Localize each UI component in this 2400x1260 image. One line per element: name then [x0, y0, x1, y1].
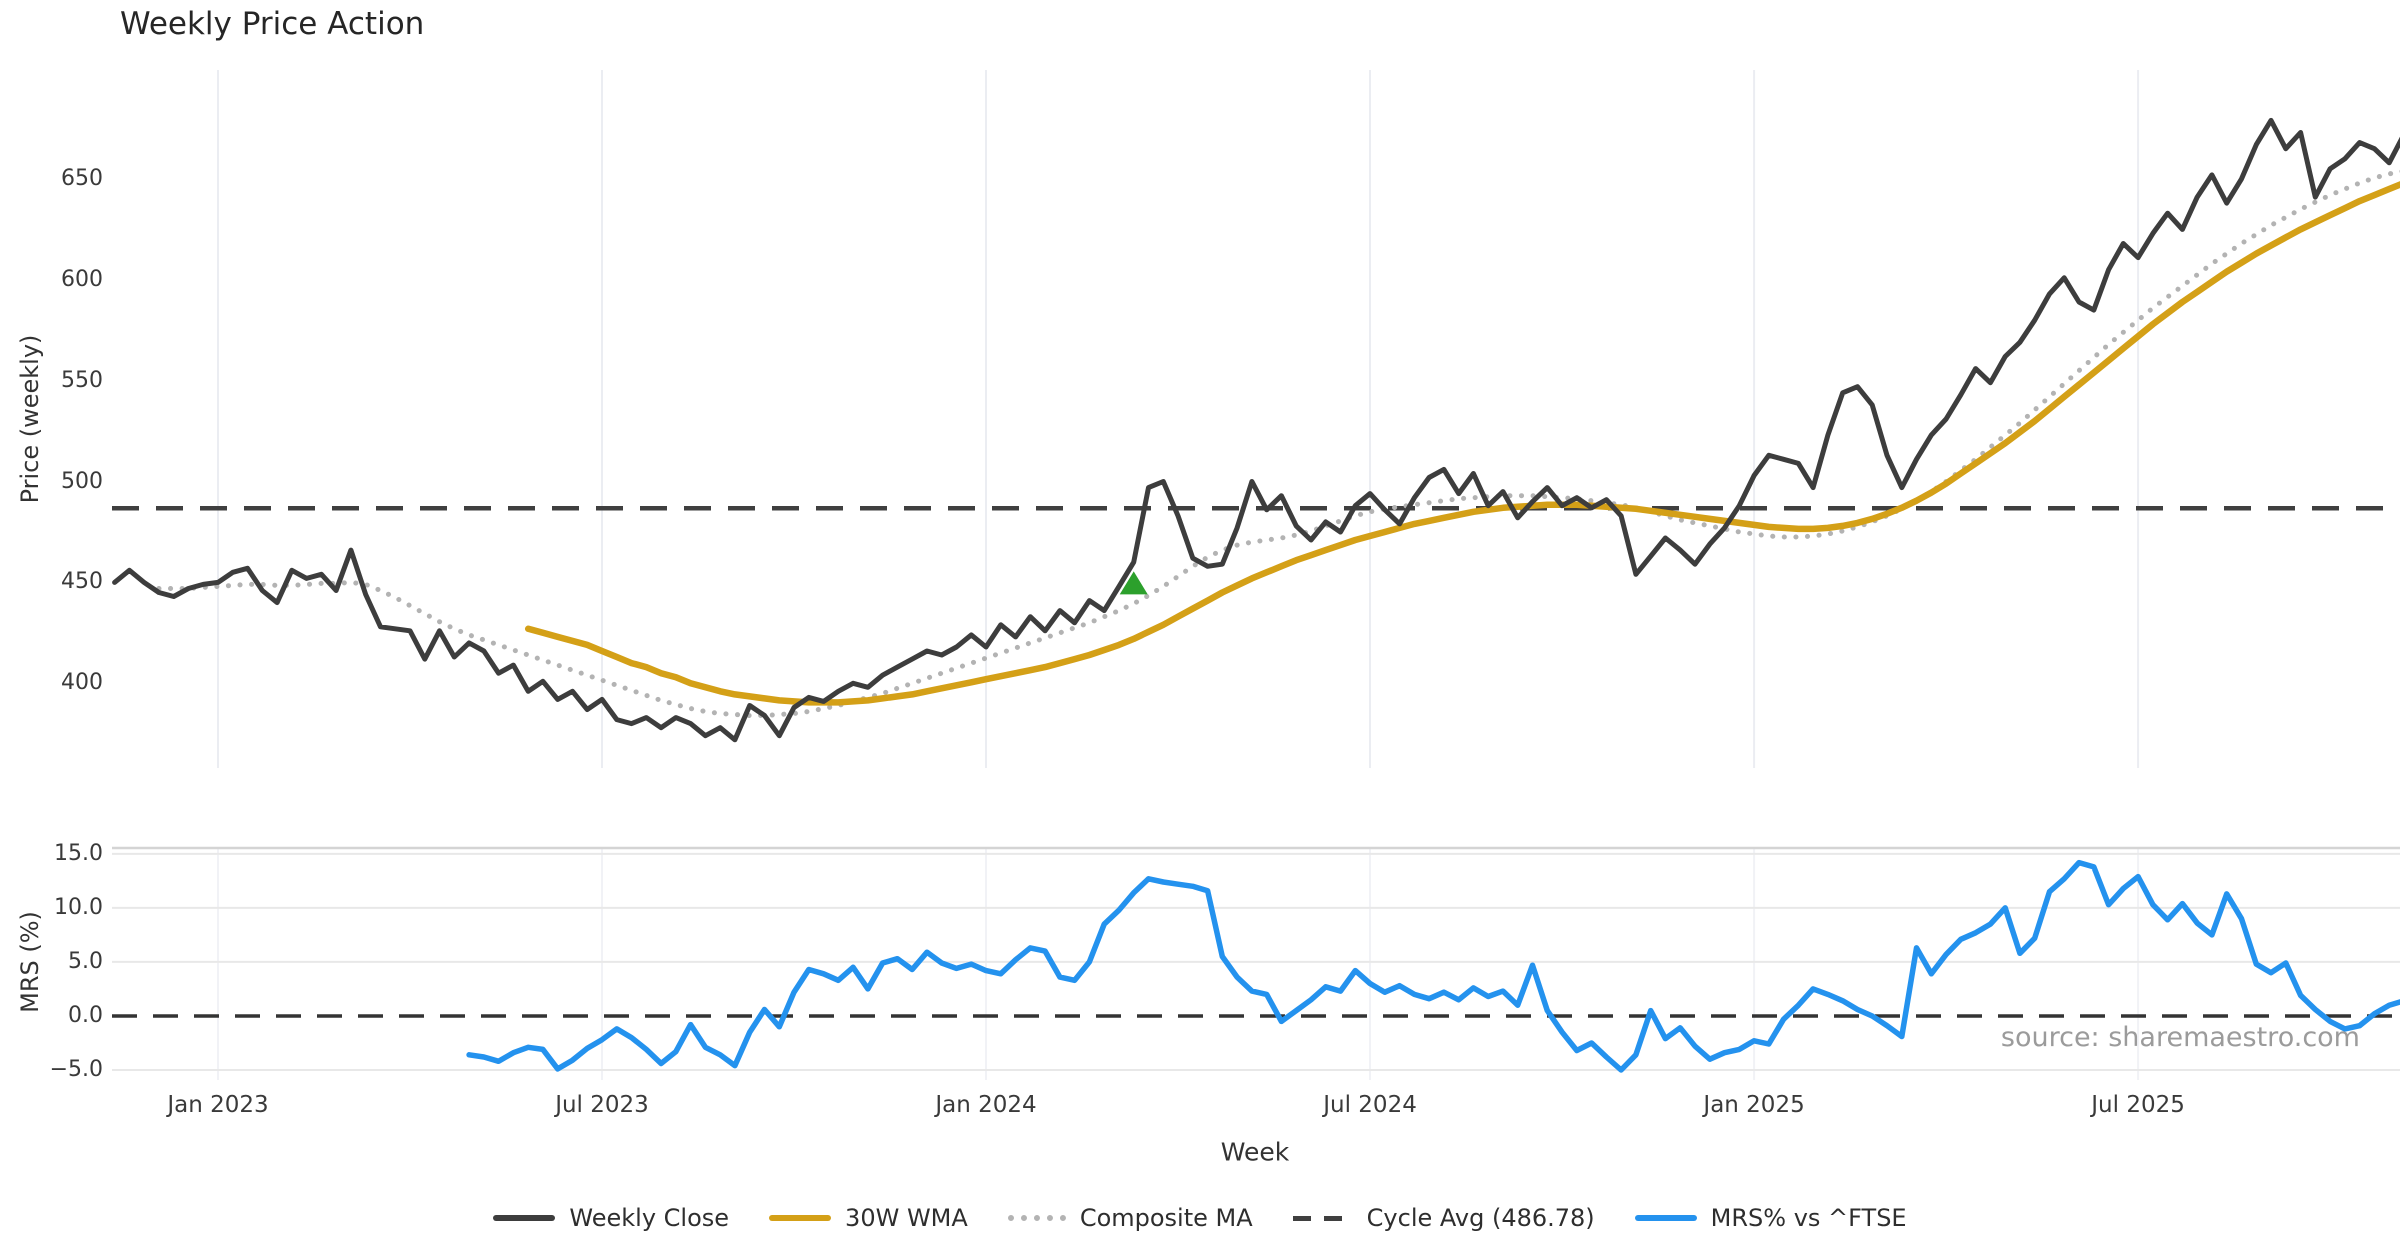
legend-item-cycle-avg-486-78-: Cycle Avg (486.78): [1292, 1204, 1595, 1232]
buy-signal-triangle-marker: [1119, 571, 1148, 595]
x-tick-Jan-2023: Jan 2023: [167, 1092, 269, 1118]
x-tick-Jan-2025: Jan 2025: [1703, 1092, 1805, 1118]
x-tick-Jan-2024: Jan 2024: [935, 1092, 1037, 1118]
legend-label: MRS% vs ^FTSE: [1710, 1204, 1907, 1232]
series-mrs-vs-ftse: [466, 859, 2400, 1073]
legend-label: Cycle Avg (486.78): [1366, 1204, 1595, 1232]
legend-swatch-solid: [769, 1215, 832, 1221]
mrs-tick-0.0: 0.0: [68, 1002, 103, 1028]
legend-swatch-solid: [493, 1215, 556, 1221]
price-tick-450: 450: [61, 569, 103, 595]
source-note: source: sharemaestro.com: [2000, 1022, 2360, 1053]
legend-item-30w-wma: 30W WMA: [769, 1204, 968, 1232]
mrs-tick-15.0: 15.0: [54, 840, 103, 866]
legend-swatch-solid: [1634, 1215, 1697, 1221]
series-composite-ma: [156, 169, 2400, 718]
legend-label: Weekly Close: [569, 1204, 730, 1232]
mrs-tick-−5.0: −5.0: [49, 1056, 103, 1082]
chart-title: Weekly Price Action: [120, 6, 425, 42]
price-tick-650: 650: [61, 165, 103, 191]
price-tick-500: 500: [61, 468, 103, 494]
price-tick-600: 600: [61, 266, 103, 292]
legend: Weekly Close 30W WMA Composite MA Cycle Avg…: [0, 1204, 2400, 1232]
series-weekly-close: [112, 117, 2400, 743]
price-tick-400: 400: [61, 670, 103, 696]
x-axis-label: Week: [1220, 1137, 1290, 1167]
legend-label: 30W WMA: [845, 1204, 968, 1232]
price-tick-550: 550: [61, 367, 103, 393]
x-tick-Jul-2025: Jul 2025: [2091, 1092, 2185, 1118]
legend-item-weekly-close: Weekly Close: [493, 1204, 729, 1232]
legend-swatch-dashed: [1292, 1215, 1353, 1221]
legend-label: Composite MA: [1079, 1204, 1253, 1232]
legend-item-mrs-vs-ftse: MRS% vs ^FTSE: [1634, 1204, 1907, 1232]
mrs-tick-10.0: 10.0: [54, 894, 103, 920]
mrs-tick-5.0: 5.0: [68, 948, 103, 974]
legend-swatch-dotted: [1007, 1215, 1066, 1221]
x-tick-Jul-2023: Jul 2023: [555, 1092, 649, 1118]
series-30w-wma: [524, 181, 2400, 706]
legend-item-composite-ma: Composite MA: [1007, 1204, 1253, 1232]
x-tick-Jul-2024: Jul 2024: [1323, 1092, 1417, 1118]
